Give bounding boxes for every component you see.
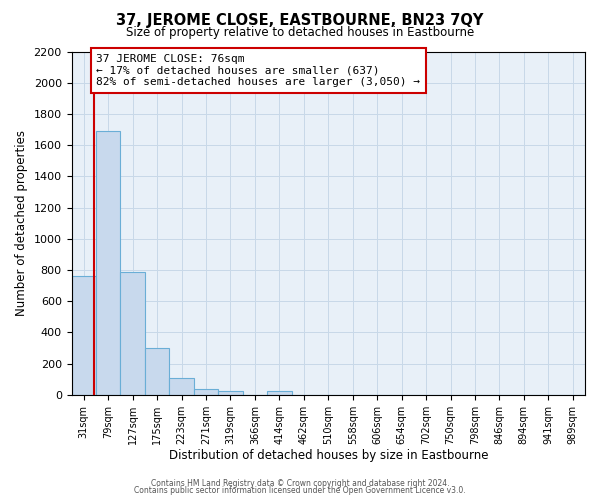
Bar (96, 131, 121, 395)
Text: Contains HM Land Registry data © Crown copyright and database right 2024.: Contains HM Land Registry data © Crown c… (151, 478, 449, 488)
Bar (218, 391, 242, 395)
Bar (267, 391, 292, 395)
Bar (71, 276, 96, 395)
Y-axis label: Number of detached properties: Number of detached properties (15, 130, 28, 316)
Text: Contains public sector information licensed under the Open Government Licence v3: Contains public sector information licen… (134, 486, 466, 495)
X-axis label: Distribution of detached houses by size in Eastbourne: Distribution of detached houses by size … (169, 450, 488, 462)
Text: 37 JEROME CLOSE: 76sqm
← 17% of detached houses are smaller (637)
82% of semi-de: 37 JEROME CLOSE: 76sqm ← 17% of detached… (97, 54, 421, 87)
Bar (145, 348, 169, 395)
Bar (194, 388, 218, 395)
Bar (169, 378, 194, 395)
Text: Size of property relative to detached houses in Eastbourne: Size of property relative to detached ho… (126, 26, 474, 39)
Bar (121, 272, 145, 395)
Text: 37, JEROME CLOSE, EASTBOURNE, BN23 7QY: 37, JEROME CLOSE, EASTBOURNE, BN23 7QY (116, 12, 484, 28)
